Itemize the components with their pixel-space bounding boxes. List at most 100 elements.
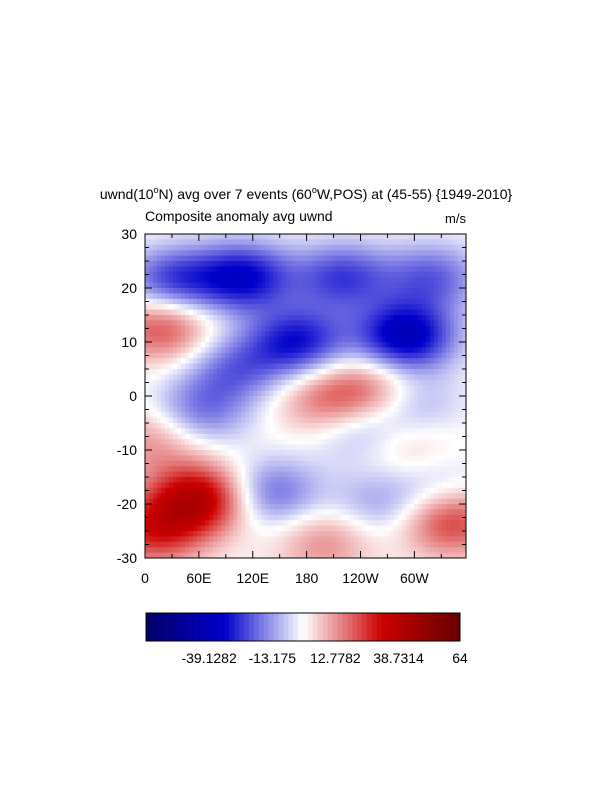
heatmap-cell <box>249 266 254 273</box>
heatmap-cell <box>145 288 150 294</box>
heatmap-cell <box>373 266 379 273</box>
heatmap-cell <box>413 477 419 483</box>
heatmap-cell <box>321 417 326 424</box>
heatmap-cell <box>305 379 310 386</box>
heatmap-cell <box>249 525 254 532</box>
heatmap-cell <box>209 358 214 364</box>
heatmap-cell <box>453 315 459 321</box>
heatmap-cell <box>233 460 238 467</box>
heatmap-cell <box>229 450 234 456</box>
heatmap-cell <box>381 520 387 526</box>
heatmap-cell <box>397 320 403 327</box>
heatmap-cell <box>221 347 226 354</box>
heatmap-cell <box>365 385 371 391</box>
heatmap-cell <box>205 325 210 332</box>
heatmap-cell <box>245 288 250 294</box>
heatmap-cell <box>285 304 290 310</box>
heatmap-cell <box>225 417 230 424</box>
heatmap-cell <box>369 336 375 343</box>
heatmap-cell <box>273 261 278 267</box>
heatmap-cell <box>161 433 166 440</box>
heatmap-cell <box>241 471 246 478</box>
heatmap-cell <box>149 271 154 278</box>
heatmap-cell <box>241 406 246 413</box>
heatmap-cell <box>353 298 359 305</box>
heatmap-cell <box>169 358 174 364</box>
heatmap-cell <box>453 342 459 348</box>
heatmap-cell <box>377 293 383 300</box>
heatmap-cell <box>373 304 379 310</box>
heatmap-cell <box>341 304 347 310</box>
colorbar-box <box>381 613 387 641</box>
heatmap-cell <box>189 331 194 337</box>
heatmap-cell <box>173 239 178 246</box>
heatmap-cell <box>245 261 250 267</box>
heatmap-cell <box>377 325 383 332</box>
heatmap-cell <box>197 423 202 429</box>
heatmap-cell <box>149 498 154 505</box>
heatmap-cell <box>401 466 407 472</box>
heatmap-cell <box>349 552 355 559</box>
heatmap-cell <box>161 531 166 537</box>
heatmap-cell <box>233 498 238 505</box>
heatmap-cell <box>161 331 166 337</box>
heatmap-cell <box>389 352 395 359</box>
heatmap-cell <box>353 450 359 456</box>
heatmap-cell <box>297 487 302 494</box>
heatmap-cell <box>213 309 218 316</box>
heatmap-cell <box>373 244 379 251</box>
heatmap-cell <box>273 250 278 256</box>
heatmap-cell <box>453 304 459 310</box>
heatmap-cell <box>161 460 166 467</box>
heatmap-cell <box>317 363 322 370</box>
heatmap-cell <box>373 536 379 543</box>
heatmap-cell <box>421 385 427 391</box>
heatmap-cell <box>157 390 162 397</box>
heatmap-cell <box>145 471 150 478</box>
heatmap-cell <box>457 271 463 278</box>
heatmap-cell <box>433 336 439 343</box>
heatmap-cell <box>453 358 459 364</box>
heatmap-cell <box>161 541 166 548</box>
heatmap-cell <box>273 428 278 435</box>
heatmap-cell <box>249 298 254 305</box>
heatmap-cell <box>393 347 399 354</box>
heatmap-cell <box>233 298 238 305</box>
heatmap-cell <box>445 498 451 505</box>
heatmap-cell <box>153 482 158 489</box>
heatmap-cell <box>401 471 407 478</box>
heatmap-cell <box>341 412 347 418</box>
heatmap-cell <box>273 239 278 246</box>
heatmap-cell <box>425 266 431 273</box>
heatmap-cell <box>345 250 351 256</box>
heatmap-cell <box>441 428 447 435</box>
heatmap-cell <box>145 423 150 429</box>
heatmap-cell <box>449 433 455 440</box>
heatmap-cell <box>449 288 455 294</box>
heatmap-cell <box>409 271 415 278</box>
heatmap-cell <box>229 460 234 467</box>
heatmap-cell <box>217 552 222 559</box>
heatmap-cell <box>377 239 383 246</box>
heatmap-cell <box>249 320 254 327</box>
heatmap-cell <box>445 396 451 402</box>
heatmap-cell <box>421 450 427 456</box>
heatmap-cell <box>205 433 210 440</box>
heatmap-cell <box>193 466 198 472</box>
heatmap-cell <box>177 504 182 510</box>
heatmap-cell <box>293 363 298 370</box>
heatmap-cell <box>377 390 383 397</box>
heatmap-cell <box>433 293 439 300</box>
heatmap-cell <box>265 244 270 251</box>
heatmap-cell <box>245 396 250 402</box>
heatmap-cell <box>353 477 359 483</box>
colorbar-box <box>425 613 431 641</box>
heatmap-cell <box>349 250 355 256</box>
heatmap-cell <box>145 239 150 246</box>
heatmap-cell <box>241 477 246 483</box>
heatmap-cell <box>277 401 282 408</box>
heatmap-cell <box>309 406 314 413</box>
heatmap-cell <box>441 244 447 251</box>
heatmap-cell <box>189 444 194 451</box>
heatmap-cell <box>149 239 154 246</box>
